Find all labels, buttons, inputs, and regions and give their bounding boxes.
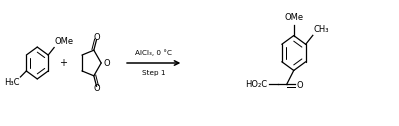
Text: HO₂C: HO₂C [245,80,268,89]
Text: O: O [103,58,110,68]
Text: H₃C: H₃C [4,78,20,87]
Text: CH₃: CH₃ [314,25,329,34]
Text: +: + [59,58,67,68]
Text: O: O [297,81,304,90]
Text: OMe: OMe [55,37,74,46]
Text: O: O [94,84,101,93]
Text: Step 1: Step 1 [142,70,166,76]
Text: OMe: OMe [284,13,303,22]
Text: O: O [94,33,101,42]
Text: AlCl₃, 0 °C: AlCl₃, 0 °C [135,49,172,56]
